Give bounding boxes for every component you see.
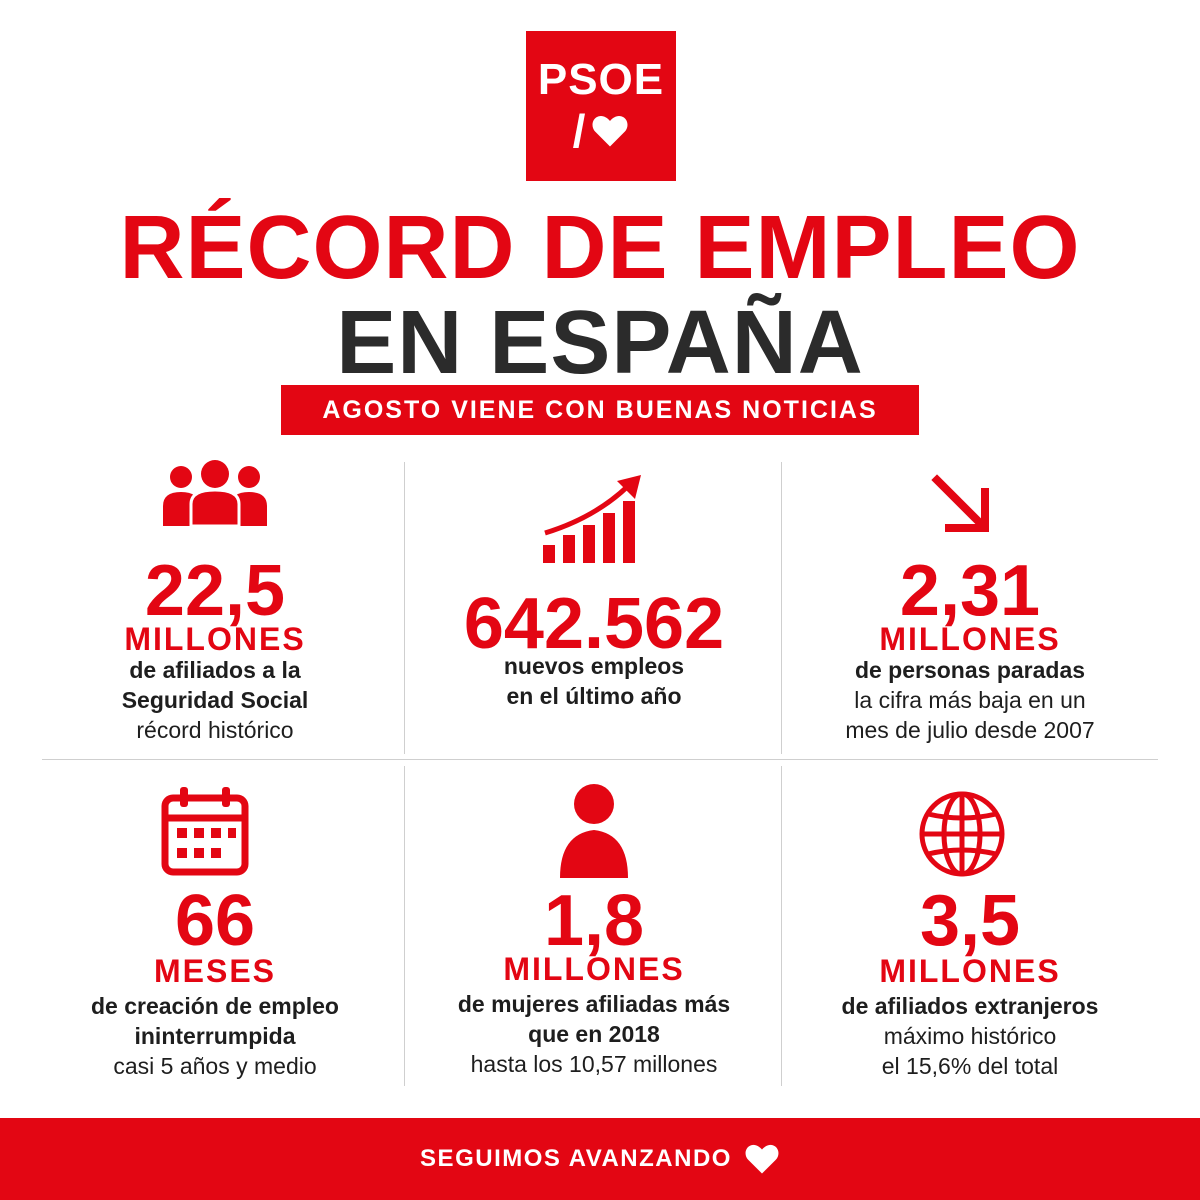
stat-desc-normal-1: hasta los 10,57 millones	[470, 1051, 718, 1077]
title-line-1: RÉCORD DE EMPLEO	[119, 198, 1081, 298]
stat-desc-bold-1: de afiliados a la	[129, 657, 301, 683]
stat-description: de personas paradas la cifra más baja en…	[790, 655, 1150, 745]
stat-description: nuevos empleos en el último año	[414, 651, 774, 711]
globe-icon	[919, 791, 1005, 877]
stat-card-paradas: 2,31 MILLONES de personas paradas la cif…	[790, 455, 1150, 755]
title-line-2: EN ESPAÑA	[336, 293, 864, 393]
stat-desc-bold-1: nuevos empleos	[503, 653, 685, 679]
stat-desc-bold-2: que en 2018	[528, 1021, 660, 1047]
grid-divider-v4	[781, 766, 782, 1086]
stat-unit: MILLONES	[503, 951, 685, 987]
stat-value: 642.562	[463, 584, 725, 664]
subtitle-banner: AGOSTO VIENE CON BUENAS NOTICIAS	[281, 385, 919, 435]
arrow-down-right-icon	[931, 474, 989, 532]
stat-desc-bold-2: Seguridad Social	[121, 687, 309, 713]
stat-desc-bold-1: de personas paradas	[854, 657, 1086, 683]
grid-divider-v1	[404, 462, 405, 754]
footer-banner: SEGUIMOS AVANZANDO	[0, 1118, 1200, 1200]
subtitle-text: AGOSTO VIENE CON BUENAS NOTICIAS	[322, 395, 878, 424]
grid-divider-v2	[781, 462, 782, 754]
stat-description: de afiliados a la Seguridad Social récor…	[35, 655, 395, 745]
stat-card-mujeres: 1,8 MILLONES de mujeres afiliadas más qu…	[414, 778, 774, 1088]
heart-icon	[745, 1144, 779, 1174]
stat-card-empleos: 642.562 nuevos empleos en el último año	[414, 455, 774, 755]
calendar-icon	[161, 787, 249, 876]
logo-heart-icon	[592, 115, 628, 147]
logo-text: PSOE	[537, 55, 665, 104]
stat-unit: MILLONES	[124, 621, 306, 657]
stat-description: de afiliados extranjeros máximo históric…	[790, 991, 1150, 1081]
stat-desc-normal-1: casi 5 años y medio	[113, 1053, 317, 1079]
logo-slash: /	[572, 105, 586, 157]
logo-mark: /	[573, 108, 630, 154]
stat-unit: MILLONES	[879, 621, 1061, 657]
stat-card-extranjeros: 3,5 MILLONES de afiliados extranjeros má…	[790, 778, 1150, 1088]
stat-desc-normal-2: el 15,6% del total	[881, 1053, 1059, 1079]
stat-value: 1,8	[543, 881, 645, 961]
stat-description: de creación de empleo ininterrumpida cas…	[35, 991, 395, 1081]
stat-desc-bold-1: de creación de empleo	[91, 993, 339, 1019]
stat-value: 2,31	[899, 551, 1041, 631]
grid-divider-v3	[404, 766, 405, 1086]
stat-desc-normal-1: récord histórico	[136, 717, 294, 743]
stat-unit: MESES	[153, 953, 277, 989]
stat-value: 66	[174, 881, 256, 961]
stat-unit: MILLONES	[879, 953, 1061, 989]
stat-desc-bold-2: ininterrumpida	[134, 1023, 296, 1049]
stat-desc-bold-1: de mujeres afiliadas más	[457, 991, 731, 1017]
stat-desc-normal-1: máximo histórico	[883, 1023, 1057, 1049]
woman-icon	[560, 784, 628, 878]
stat-card-meses: 66 MESES de creación de empleo ininterru…	[35, 778, 395, 1088]
stat-description: de mujeres afiliadas más que en 2018 has…	[414, 989, 774, 1079]
growth-chart-icon	[543, 475, 641, 563]
stat-desc-bold-2: en el último año	[506, 683, 682, 709]
stat-value: 22,5	[144, 551, 286, 631]
grid-divider-h	[42, 759, 1158, 760]
stat-value: 3,5	[919, 881, 1021, 961]
stat-desc-normal-1: la cifra más baja en un	[854, 687, 1086, 713]
stat-desc-normal-2: mes de julio desde 2007	[845, 717, 1095, 743]
people-group-icon	[163, 460, 267, 528]
stat-card-afiliados: 22,5 MILLONES de afiliados a la Segurida…	[35, 455, 395, 755]
footer-text: SEGUIMOS AVANZANDO	[420, 1145, 732, 1172]
psoe-logo: PSOE /	[526, 31, 676, 181]
stat-desc-bold-1: de afiliados extranjeros	[841, 993, 1099, 1019]
